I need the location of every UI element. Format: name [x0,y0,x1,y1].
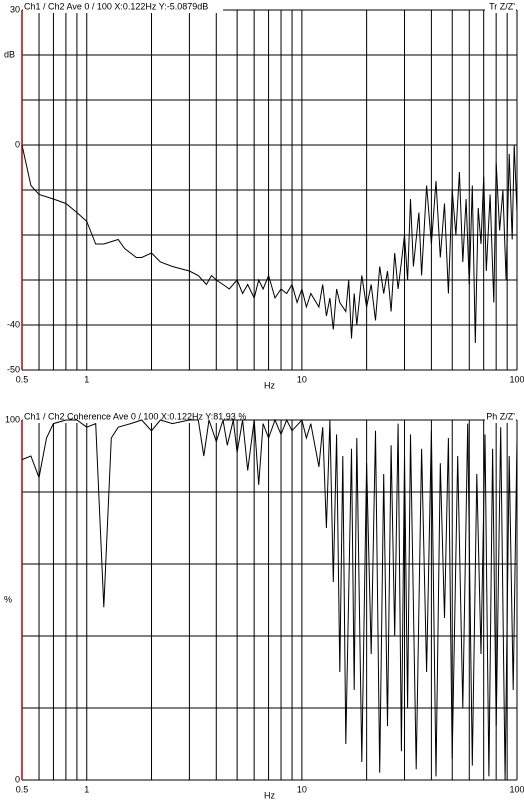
y-axis-label: dB [4,49,15,59]
title-bg [23,3,223,13]
y-axis-label: % [4,594,12,604]
y-tick-label: 0 [15,774,20,784]
x-tick-label: 1 [84,784,89,794]
x-tick-label: 0.5 [16,374,29,384]
corner-bg [485,3,516,13]
x-tick-label: 1 [84,374,89,384]
y-tick-label: 30 [10,4,20,14]
x-tick-label: 100 [509,374,524,384]
chart-title: Ch1 / Ch2 Coherence Ave 0 / 100 X:0.122H… [24,411,246,421]
chart-title: Ch1 / Ch2 Ave 0 / 100 X:0.122Hz Y:-5.087… [24,1,208,11]
y-tick-label: -40 [7,319,20,329]
data-line [21,144,518,344]
data-line [21,418,518,781]
x-axis-label: Hz [264,790,275,800]
y-tick-label: 0 [15,139,20,149]
x-tick-label: 0.5 [16,784,29,794]
corner-label: Ph Z/Z' [486,411,515,421]
x-axis-label: Hz [264,380,275,390]
x-tick-label: 10 [297,374,307,384]
title-bg [23,413,223,423]
corner-bg [485,413,516,423]
x-tick-label: 10 [297,784,307,794]
y-tick-label: -50 [7,364,20,374]
y-tick-label: 100 [5,414,20,424]
x-tick-label: 100 [509,784,524,794]
corner-label: Tr Z/Z' [489,1,515,11]
